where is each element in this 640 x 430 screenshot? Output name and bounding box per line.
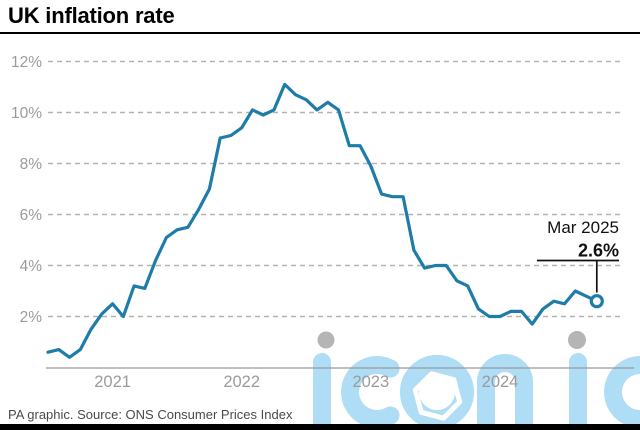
inflation-line: [46, 82, 599, 359]
x-axis-labels: 2021 2022 2023 2024: [94, 373, 518, 391]
y-tick-label: 10%: [11, 105, 42, 122]
y-axis-labels: 2% 4% 6% 8% 10% 12%: [11, 54, 42, 326]
x-tick-label-2021: 2021: [94, 373, 131, 391]
watermark-letter-o: [400, 355, 474, 429]
y-gridlines: [48, 60, 622, 318]
latest-point-marker: [589, 294, 604, 309]
bottom-bar: [0, 424, 640, 430]
y-tick-label: 2%: [20, 309, 43, 326]
iconic-watermark: [313, 331, 640, 430]
y-tick-label: 8%: [20, 156, 43, 173]
watermark-letter-c: [341, 356, 400, 428]
x-tick-label-2022: 2022: [223, 373, 260, 391]
y-tick-label: 6%: [20, 207, 43, 224]
title-rule: [0, 32, 640, 34]
watermark-letter-c2: [604, 356, 640, 428]
watermark-i-dot-2: [568, 331, 586, 349]
y-tick-label: 12%: [11, 54, 42, 71]
annotation-date-label: Mar 2025: [547, 218, 619, 237]
x-tick-label-2024: 2024: [482, 373, 519, 391]
page-title: UK inflation rate: [8, 3, 175, 28]
source-note: PA graphic. Source: ONS Consumer Prices …: [8, 407, 293, 422]
watermark-letter-n: [477, 354, 533, 430]
annotation-value-label: 2.6%: [578, 241, 619, 261]
x-tick-label-2023: 2023: [352, 373, 389, 391]
latest-point-annotation: Mar 2025 2.6%: [537, 218, 619, 309]
watermark-hexagon-logo: [412, 371, 463, 421]
y-tick-label: 4%: [20, 258, 43, 275]
watermark-i-dot: [317, 331, 335, 349]
